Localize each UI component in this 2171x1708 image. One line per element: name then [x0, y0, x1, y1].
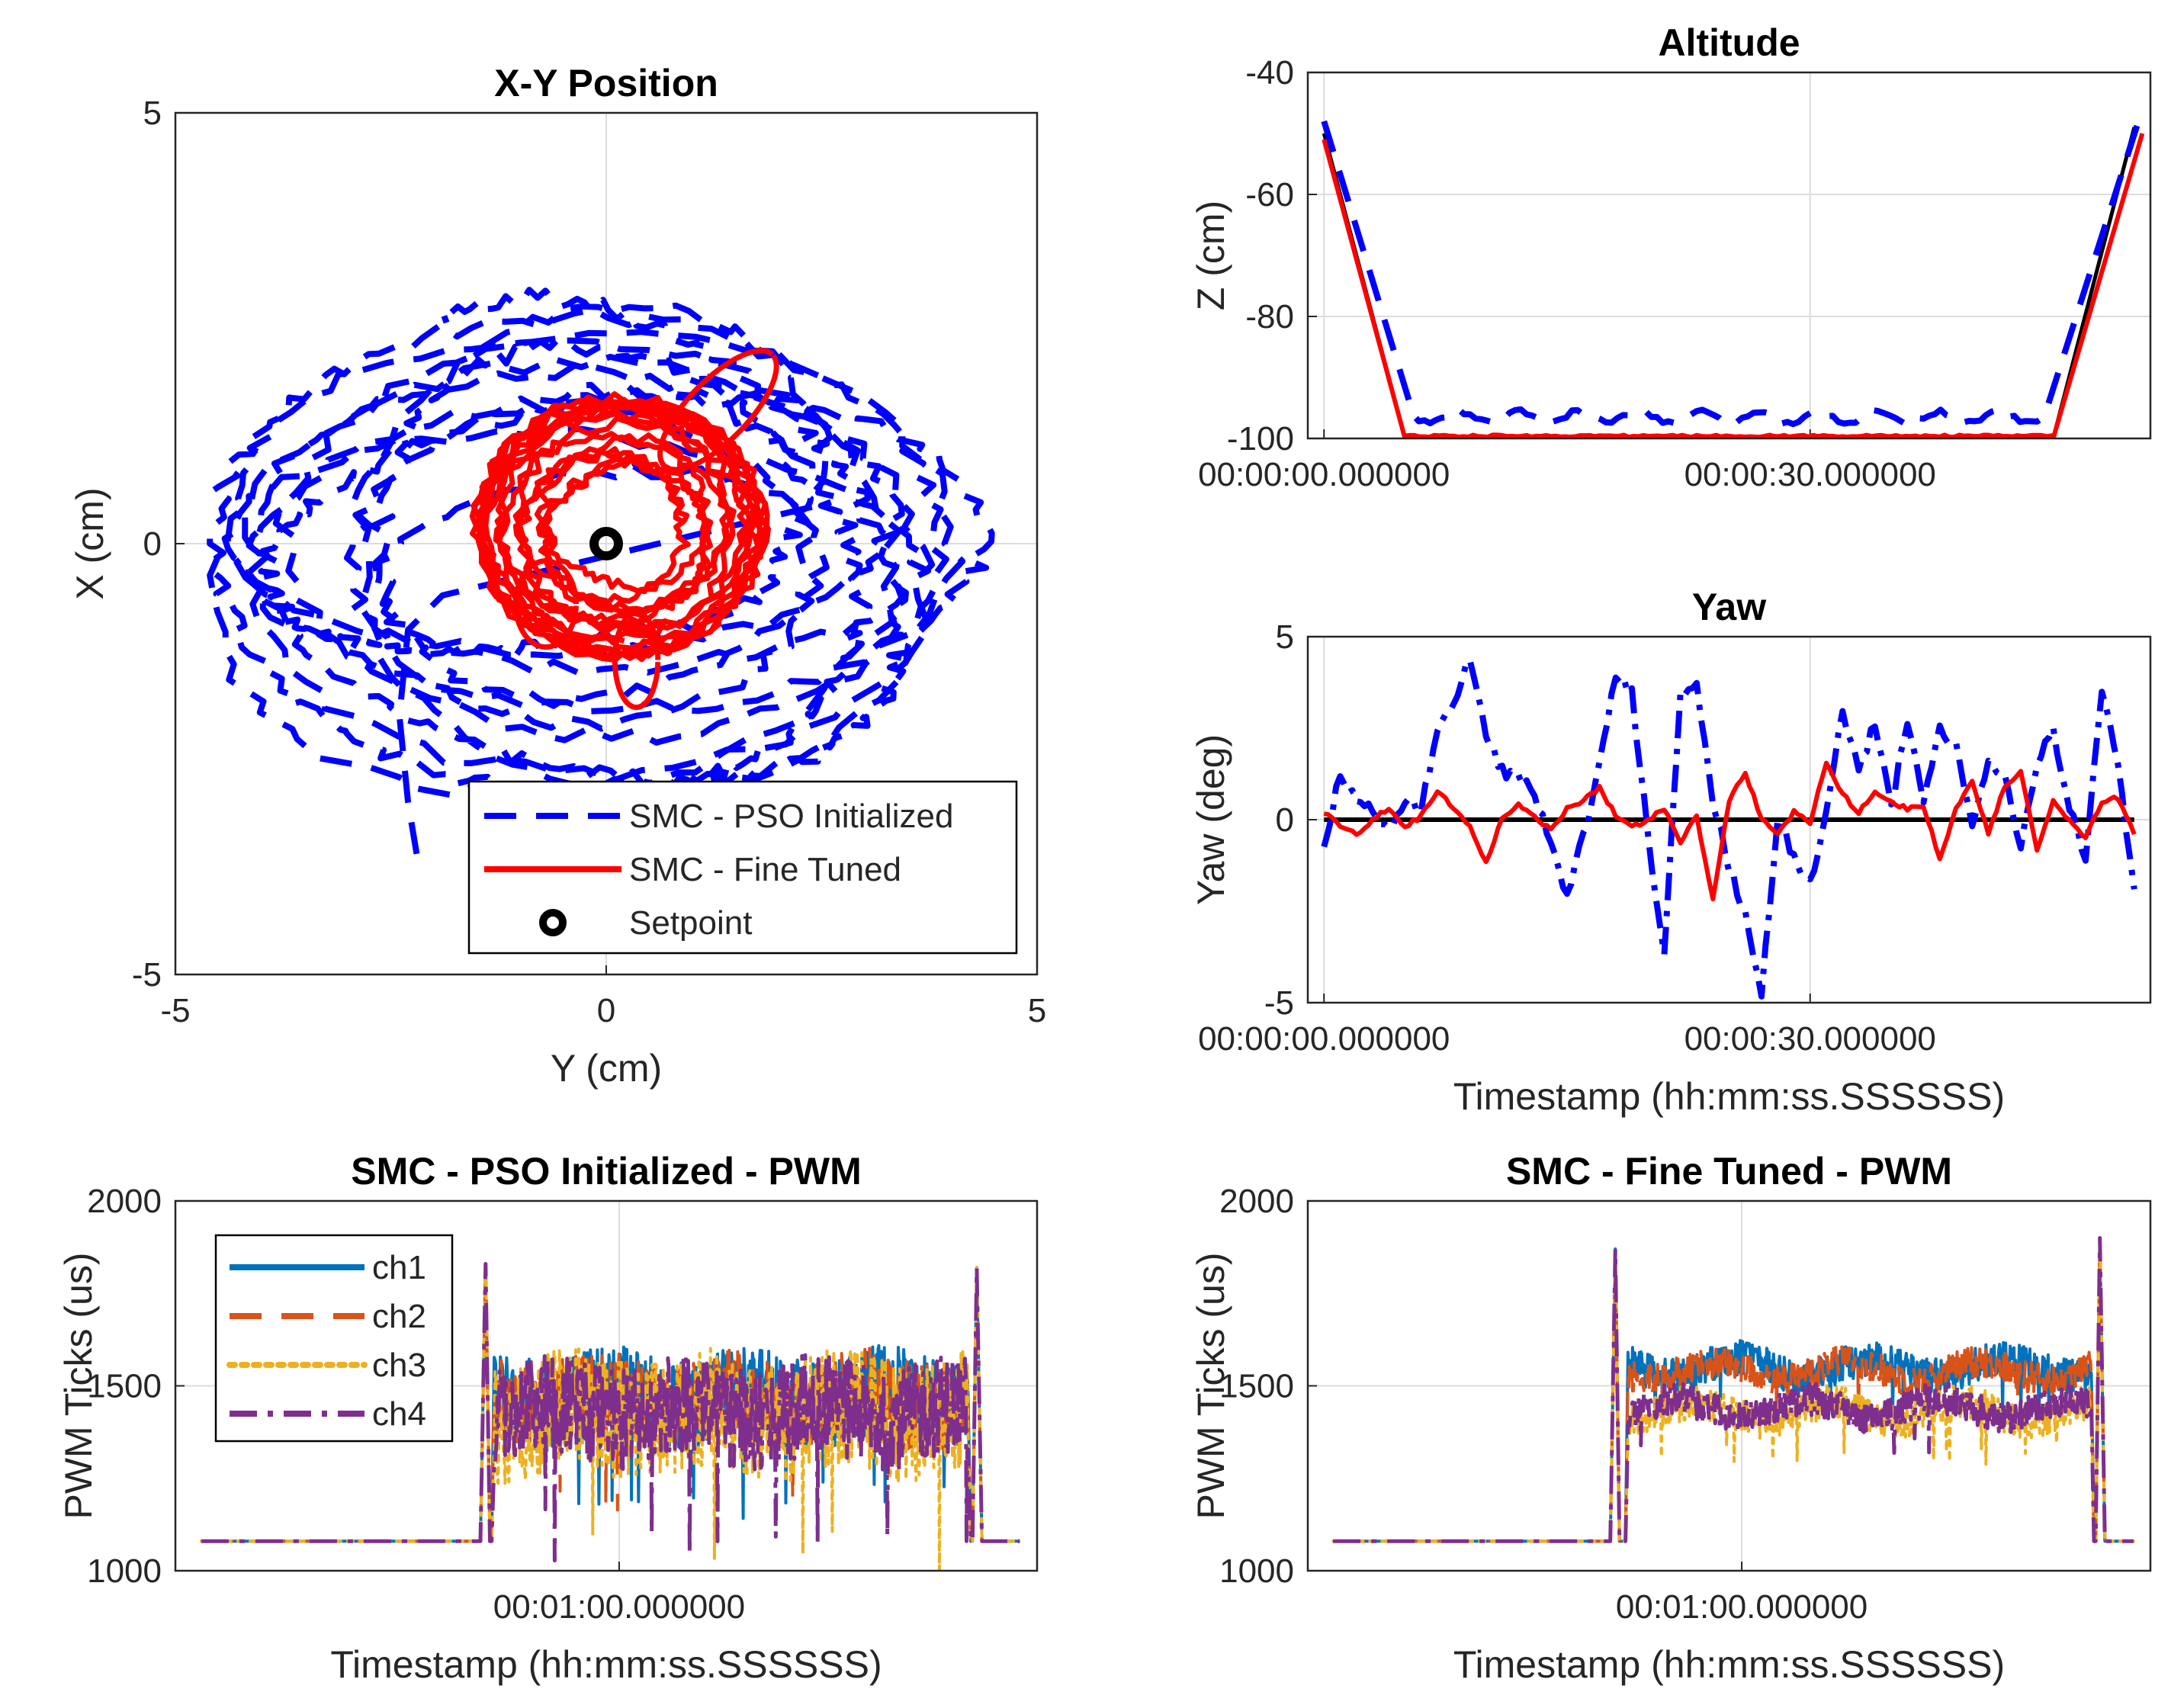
tick-label-x: -5	[160, 992, 190, 1029]
tick-label-x: 00:01:00.000000	[1616, 1588, 1868, 1626]
series-ch2	[1333, 1236, 2134, 1543]
y-axis-label: Z (cm)	[1190, 201, 1232, 310]
series-pso-altitude	[1321, 108, 2146, 429]
tick-label-y: 1000	[1219, 1552, 1294, 1590]
tick-label-y: 1000	[87, 1552, 162, 1590]
axes-altitude: 00:00:00.000000 00:00:30.000000 -100 -80 -60…	[1190, 21, 2150, 493]
legend-marker-setpoint	[539, 909, 567, 936]
series-fine-altitude	[1322, 133, 2145, 438]
legend-label: SMC - Fine Tuned	[629, 851, 901, 888]
x-axis-label: Y (cm)	[551, 1047, 662, 1090]
tick-label-y: 2000	[1219, 1183, 1294, 1220]
chart-title: SMC - Fine Tuned - PWM	[1506, 1150, 1952, 1193]
series-fine-petal	[512, 558, 579, 650]
tick-label-x: 00:00:30.000000	[1684, 1020, 1936, 1058]
chart-title: X-Y Position	[494, 62, 718, 104]
y-axis-label: Yaw (deg)	[1190, 734, 1232, 905]
axes-pwm_pso: 00:01:00.000000 1000 1500 2000 SMC - PSO Ini…	[57, 1150, 1037, 1686]
legend-label: ch2	[372, 1298, 426, 1335]
setpoint-marker	[589, 527, 623, 560]
tick-label-y: 0	[143, 525, 162, 563]
axes-pwm_fine: 00:01:00.000000 1000 1500 2000 SMC - Fine Tu…	[1190, 1150, 2150, 1686]
axes-frame	[174, 1199, 1039, 1572]
tick-label-x: 00:00:00.000000	[1198, 456, 1450, 493]
tick-label-y: 5	[1276, 618, 1294, 656]
plot-area	[1308, 72, 2150, 438]
tick-label-x: 00:01:00.000000	[493, 1588, 745, 1626]
axes-frame	[1306, 71, 2152, 440]
series-ch4	[201, 1262, 1020, 1563]
tick-label-x: 0	[597, 992, 615, 1029]
series-pso-trajectory	[207, 287, 995, 855]
tick-label-y: -40	[1245, 54, 1294, 92]
series-fine-yaw	[1323, 760, 2137, 902]
legend-pwm: ch1 ch2 ch3 ch4	[214, 1234, 454, 1443]
legend-label: ch1	[372, 1249, 426, 1286]
y-axis-label: PWM Ticks (us)	[1190, 1253, 1232, 1520]
tick-label-y: 0	[1276, 801, 1294, 839]
chart-title: Yaw	[1692, 586, 1766, 628]
legend-label: Setpoint	[629, 904, 752, 942]
tick-label-y: -100	[1227, 420, 1294, 458]
tick-label-y: 1500	[1219, 1368, 1294, 1405]
tick-label-y: -5	[132, 956, 162, 994]
chart-title: Altitude	[1658, 21, 1800, 64]
legend-label: ch3	[372, 1347, 426, 1384]
axes-frame	[174, 111, 1039, 976]
x-axis-label: Timestamp (hh:mm:ss.SSSSSS)	[1453, 1075, 2005, 1118]
series-fine-petal	[657, 348, 779, 473]
tick-label-y: -60	[1245, 176, 1294, 214]
legend-xy: SMC - PSO Initialized SMC - Fine Tuned Set…	[467, 780, 1018, 955]
tick-label-x: 00:00:00.000000	[1198, 1020, 1450, 1058]
tick-label-y: -80	[1245, 298, 1294, 336]
legend-label: SMC - PSO Initialized	[629, 798, 953, 835]
x-axis-label: Timestamp (hh:mm:ss.SSSSSS)	[330, 1643, 882, 1686]
axes-yaw: 00:00:00.000000 00:00:30.000000 -5 0 5 Yaw Tim…	[1190, 586, 2150, 1118]
chart-title: SMC - PSO Initialized - PWM	[351, 1150, 861, 1193]
tick-label-y: 5	[143, 95, 162, 132]
tick-label-y: 1500	[87, 1368, 162, 1405]
axes-frame	[1306, 1199, 2152, 1572]
series-ch4	[1333, 1236, 2134, 1543]
tick-label-y: -5	[1264, 984, 1294, 1022]
series-pso-yaw	[1321, 657, 2137, 1000]
tick-label-x: 00:00:30.000000	[1684, 456, 1936, 493]
legend-label: ch4	[372, 1395, 426, 1433]
series-fine-trajectory	[469, 391, 771, 663]
x-axis-label: Timestamp (hh:mm:ss.SSSSSS)	[1453, 1643, 2005, 1686]
tick-label-x: 5	[1028, 992, 1046, 1029]
axes-frame	[1306, 635, 2152, 1004]
tick-label-y: 2000	[87, 1183, 162, 1220]
series-fine-petal	[612, 609, 661, 711]
y-axis-label: X (cm)	[69, 487, 111, 599]
y-axis-label: PWM Ticks (us)	[57, 1253, 100, 1520]
